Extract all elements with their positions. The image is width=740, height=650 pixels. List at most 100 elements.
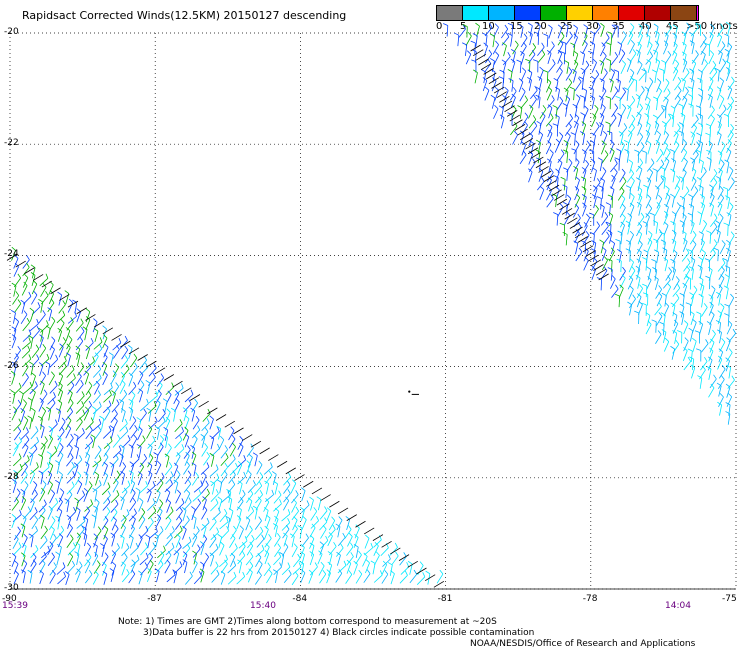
wind-barb [600, 143, 606, 155]
wind-barb [301, 563, 305, 575]
wind-barb [353, 537, 359, 548]
wind-barb [638, 71, 647, 81]
wind-barb-flag [583, 221, 588, 227]
wind-barb-flag [687, 86, 693, 89]
wind-barb [364, 547, 373, 556]
wind-barb [611, 243, 616, 255]
wind-barb-flag [531, 49, 536, 55]
wind-barb [494, 90, 500, 101]
wind-barb-flag [163, 426, 169, 431]
wind-barb [131, 458, 140, 467]
wind-barb-flag [569, 86, 575, 90]
wind-barb [65, 330, 71, 342]
wind-barb-flag [599, 78, 605, 82]
wind-barb-flag [610, 247, 615, 252]
wind-barb-flag [270, 462, 273, 468]
wind-barb [184, 474, 192, 485]
contamination-barb [233, 427, 244, 435]
wind-barb [165, 436, 169, 448]
wind-barb-flag [45, 290, 49, 296]
wind-barb [709, 342, 715, 353]
wind-barb-flag [686, 186, 690, 192]
contamination-barb [564, 212, 575, 220]
wind-barb [192, 429, 201, 439]
wind-barb [49, 340, 56, 351]
wind-barb-flag [249, 541, 254, 547]
wind-barb [219, 545, 225, 556]
wind-barb-flag [651, 258, 657, 262]
wind-barb-flag [524, 121, 528, 126]
wind-barb-flag [109, 425, 115, 429]
wind-barb [566, 26, 569, 38]
wind-barb-flag [60, 488, 65, 493]
wind-barb-flag [287, 562, 291, 568]
wind-barb-flag [661, 106, 665, 111]
wind-barb [346, 563, 352, 574]
wind-barb-flag [13, 470, 18, 474]
wind-barb-flag [638, 31, 643, 37]
contamination-barb [478, 58, 489, 66]
wind-barb-flag [682, 138, 687, 144]
wind-barb-flag [107, 482, 111, 488]
wind-barb-flag [489, 23, 493, 28]
wind-barb-flag [676, 283, 681, 289]
wind-barb-flag [462, 42, 467, 46]
wind-barb-flag [48, 480, 53, 485]
wind-barb-flag [591, 240, 596, 244]
wind-barb-flag [316, 496, 322, 500]
wind-barb [182, 510, 187, 521]
wind-barb-flag [46, 320, 49, 326]
wind-barb-flag [507, 22, 513, 26]
wind-barb-flag [654, 185, 660, 190]
wind-barb-flag [230, 426, 235, 431]
wind-barb-flag [152, 435, 156, 441]
wind-barb [103, 475, 109, 486]
wind-barb-flag [27, 415, 33, 419]
wind-barb-flag [641, 302, 647, 306]
wind-barb [518, 81, 524, 93]
wind-barb [709, 278, 711, 290]
wind-barb [84, 329, 88, 341]
wind-barb [653, 44, 660, 55]
wind-barb-flag [261, 534, 265, 540]
wind-barb [67, 518, 72, 529]
wind-barb [492, 44, 499, 55]
wind-barb-flag [113, 507, 118, 513]
wind-barb-flag [653, 96, 658, 100]
wind-barb [654, 269, 658, 281]
wind-barb [148, 367, 157, 377]
wind-barb-flag [462, 24, 466, 30]
wind-barb [156, 571, 160, 583]
contamination-barb [433, 580, 445, 588]
wind-barb-flag [696, 149, 702, 153]
wind-barb-flag [665, 78, 670, 83]
wind-barb-flag [605, 202, 611, 206]
wind-barb [103, 529, 109, 540]
wind-barb [212, 483, 216, 495]
wind-barb-flag [77, 480, 83, 485]
wind-barb-flag [17, 399, 22, 405]
wind-barb-flag [324, 517, 328, 523]
wind-barb [85, 348, 90, 360]
wind-barb-flag [535, 149, 541, 153]
wind-barb-flag [97, 426, 102, 431]
wind-barb-flag [653, 220, 658, 224]
contamination-barb [250, 440, 262, 448]
wind-barb-flag [104, 343, 109, 348]
wind-barb [39, 573, 44, 585]
wind-barb-flag [547, 104, 553, 109]
wind-barb-flag [98, 373, 102, 379]
wind-barb-flag [653, 23, 659, 28]
wind-barb-flag [18, 542, 22, 548]
wind-barb-flag [358, 550, 362, 556]
wind-barb [230, 529, 237, 540]
wind-barb [592, 33, 596, 45]
wind-barb-flag [467, 31, 472, 37]
wind-barb-flag [671, 266, 676, 271]
wind-barb-flag [157, 514, 162, 519]
wind-barb-flag [14, 442, 19, 447]
wind-barb-flag [498, 76, 504, 80]
wind-barb [75, 448, 80, 459]
wind-barb-flag [643, 184, 649, 188]
wind-barb [672, 305, 676, 317]
